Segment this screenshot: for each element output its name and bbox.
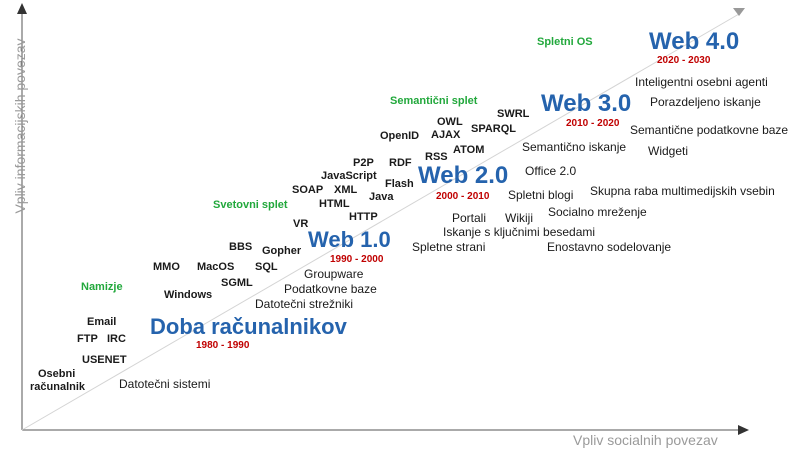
era-years-web2: 2000 - 2010 [436,191,490,202]
tech-owl: OWL [437,116,463,128]
tech-http: HTTP [349,211,378,223]
tech-atom: ATOM [453,144,485,156]
tech-sql: SQL [255,261,278,273]
era-years-pc: 1980 - 1990 [196,340,250,351]
era-title-web1: Web 1.0 [308,227,391,252]
tech-bbs: BBS [229,241,253,253]
tech-flash: Flash [385,178,414,190]
era-years-web1: 1990 - 2000 [330,254,384,265]
use-widgeti: Widgeti [648,144,689,158]
use-spletni-blogi: Spletni blogi [508,188,574,202]
tech-openid: OpenID [380,130,420,142]
x-axis-arrowhead [738,425,749,435]
trend-diagonal [21,13,740,431]
tech-java: Java [369,191,394,203]
use-socialno-mrezenje: Socialno mreženje [548,205,647,219]
x-axis-label: Vpliv socialnih povezav [573,432,718,448]
category-namizje: Namizje [81,281,123,293]
category-spletni-os: Spletni OS [537,36,593,48]
use-skupna-raba: Skupna raba multimedijskih vsebin [590,184,775,198]
era-years-web3: 2010 - 2020 [566,118,620,129]
tech-soap: SOAP [292,184,324,196]
era-title-web3: Web 3.0 [541,90,632,117]
category-semanticni-splet: Semantični splet [390,95,478,107]
y-axis-arrowhead [17,3,27,14]
tech-sgml: SGML [221,277,253,289]
trend-diagonal-arrowhead [733,8,745,16]
use-semanticne-podatkovne-baze: Semantične podatkovne baze [630,123,789,137]
tech-xml: XML [334,184,358,196]
tech-html: HTML [319,198,350,210]
use-podatkovne-baze: Podatkovne baze [284,282,377,296]
era-title-pc: Doba računalnikov [150,314,347,339]
era-title-web2: Web 2.0 [418,162,509,189]
tech-sparql: SPARQL [471,123,517,135]
era-title-web4: Web 4.0 [649,28,740,55]
tech-javascript: JavaScript [321,170,377,182]
tech-rss: RSS [425,151,448,163]
use-datotecni-sistemi: Datotečni sistemi [119,377,211,391]
tech-gopher: Gopher [262,245,302,257]
use-groupware: Groupware [304,267,364,281]
tech-macos: MacOS [197,261,235,273]
tech-racunalnik: računalnik [30,381,86,393]
use-porazdeljeno-iskanje: Porazdeljeno iskanje [650,95,761,109]
use-wikiji: Wikiji [505,211,533,225]
tech-p2p: P2P [353,157,374,169]
tech-vr: VR [293,218,309,230]
use-office-2: Office 2.0 [525,164,577,178]
use-inteligentni-agenti: Inteligentni osebni agenti [635,75,768,89]
use-spletne-strani: Spletne strani [412,240,486,254]
tech-irc: IRC [107,333,126,345]
tech-usenet: USENET [82,354,127,366]
use-iskanje-kljucne-besede: Iskanje s ključnimi besedami [443,225,596,239]
tech-swrl: SWRL [497,108,530,120]
tech-email: Email [87,316,117,328]
tech-osebni: Osebni [38,368,76,380]
category-svetovni-splet: Svetovni splet [213,199,288,211]
use-portali: Portali [452,211,487,225]
tech-rdf: RDF [389,157,412,169]
use-semanticno-iskanje: Semantično iskanje [522,140,627,154]
use-datotecni-strezniki: Datotečni strežniki [255,297,354,311]
tech-ajax: AJAX [431,129,461,141]
use-enostavno-sodelovanje: Enostavno sodelovanje [547,240,672,254]
tech-windows: Windows [164,289,213,301]
y-axis-label: Vpliv informacijskih povezav [12,38,28,214]
tech-ftp: FTP [77,333,98,345]
era-years-web4: 2020 - 2030 [657,55,711,66]
tech-mmo: MMO [153,261,180,273]
